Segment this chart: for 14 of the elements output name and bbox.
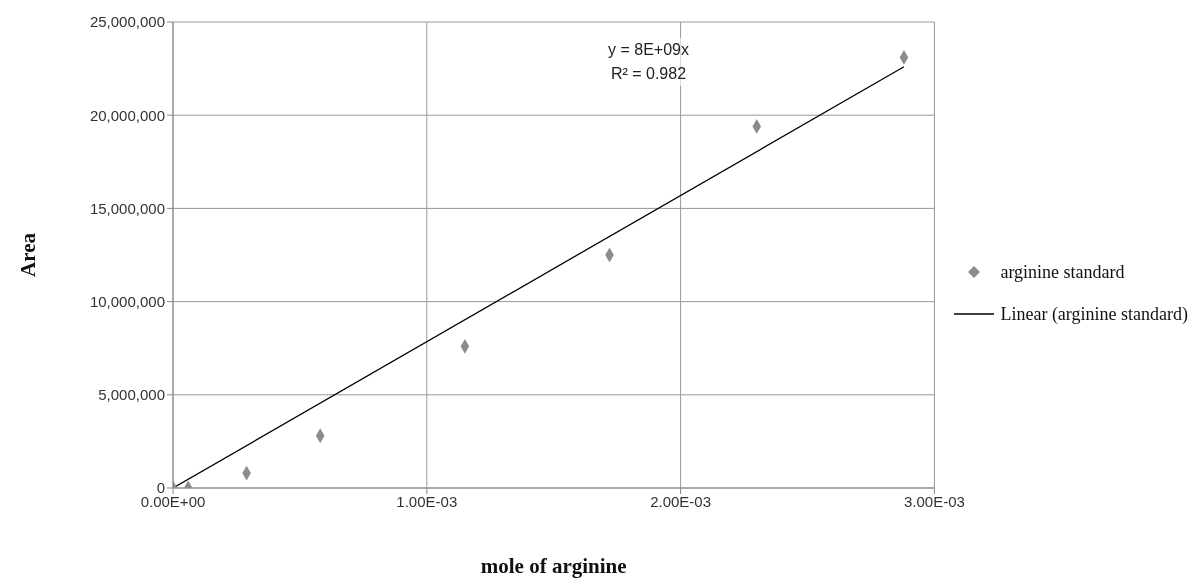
y-tick-label: 10,000,000 <box>89 292 165 310</box>
legend-label: arginine standard <box>1000 261 1125 283</box>
y-tick-label: 20,000,000 <box>89 106 165 124</box>
y-axis-title: Area <box>16 232 41 277</box>
y-tick-label: 15,000,000 <box>89 199 165 217</box>
annotation: y = 8E+09x <box>608 40 689 60</box>
x-tick-label: 1.00E-03 <box>396 492 458 510</box>
x-tick-label: 2.00E-03 <box>650 492 712 510</box>
legend-label: Linear (arginine standard) <box>1000 303 1188 325</box>
annotation: R² = 0.982 <box>609 64 688 84</box>
y-tick-label: 25,000,000 <box>89 13 165 31</box>
x-axis-title: mole of arginine <box>480 553 627 578</box>
x-tick-label: 3.00E-03 <box>903 492 965 510</box>
y-tick-label: 5,000,000 <box>98 386 165 404</box>
